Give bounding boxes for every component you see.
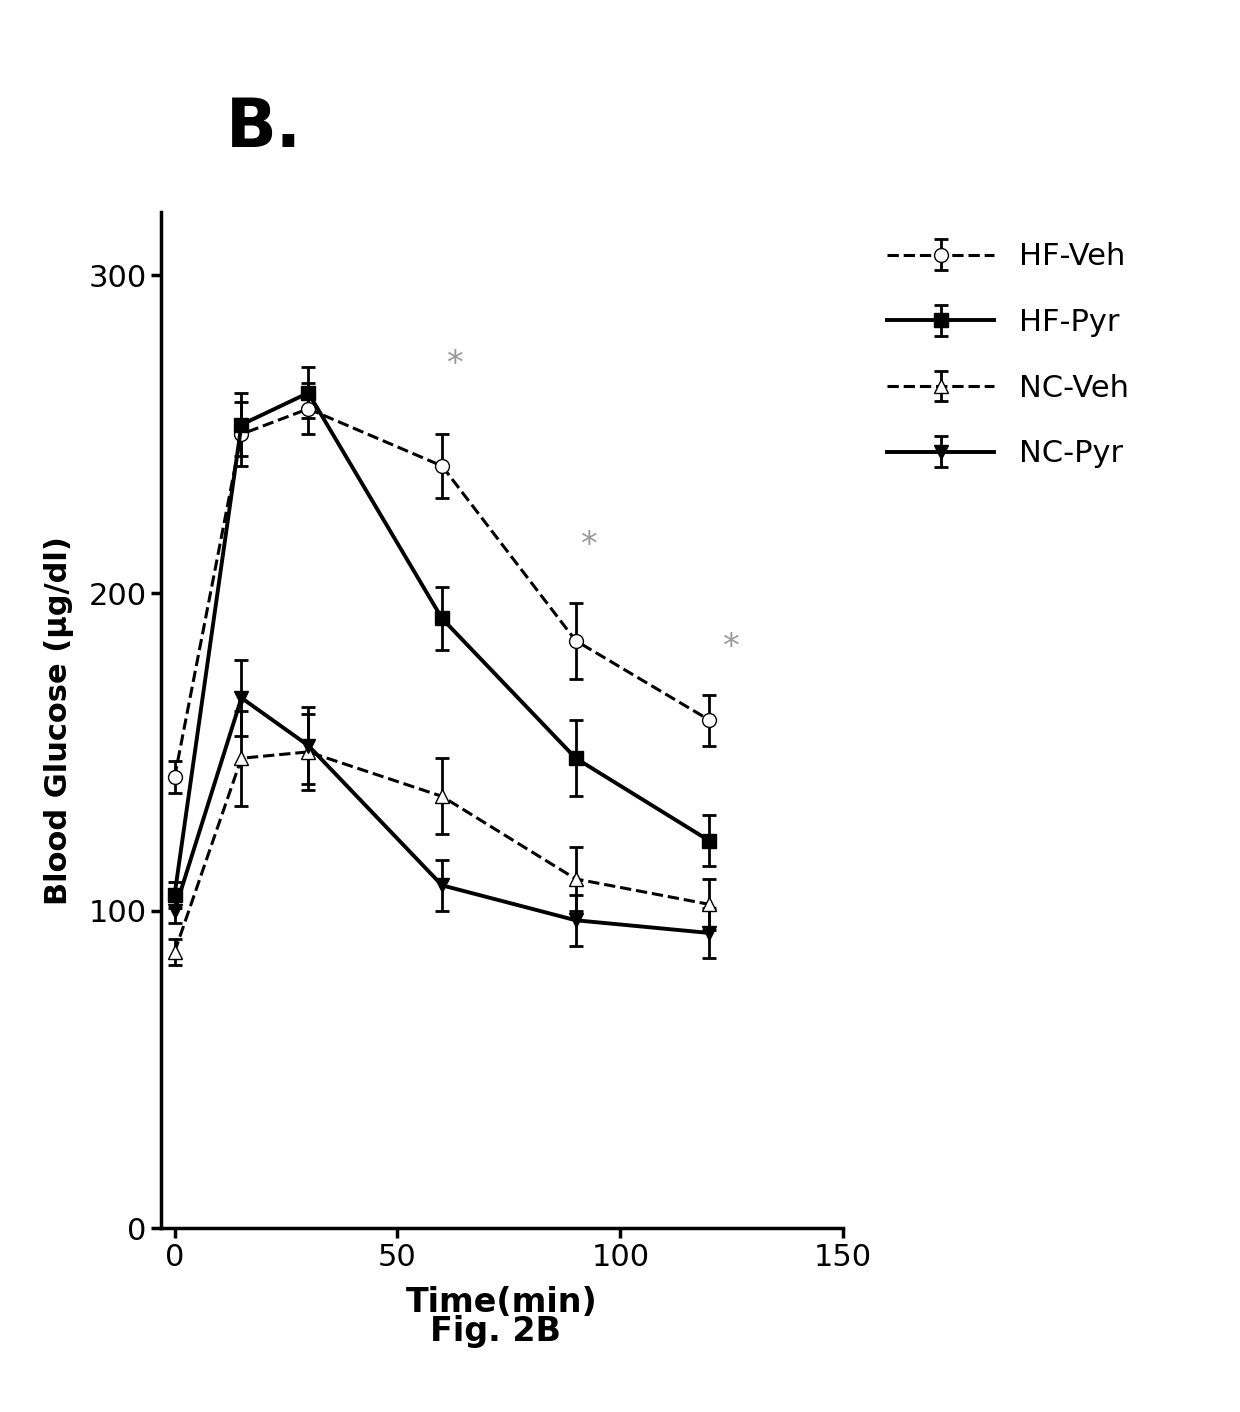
Text: *: *	[448, 347, 464, 381]
Text: *: *	[723, 631, 740, 664]
Y-axis label: Blood Glucose (μg/dl): Blood Glucose (μg/dl)	[45, 535, 74, 905]
Text: Fig. 2B: Fig. 2B	[430, 1316, 562, 1348]
Text: *: *	[580, 530, 598, 562]
X-axis label: Time(min): Time(min)	[407, 1286, 598, 1319]
Text: B.: B.	[226, 95, 301, 161]
Legend: HF-Veh, HF-Pyr, NC-Veh, NC-Pyr: HF-Veh, HF-Pyr, NC-Veh, NC-Pyr	[872, 227, 1145, 484]
